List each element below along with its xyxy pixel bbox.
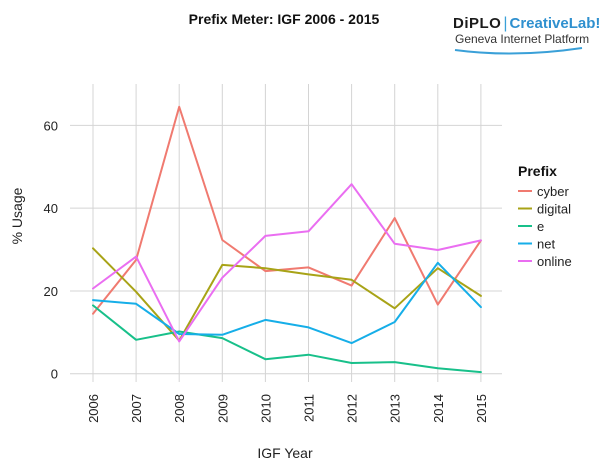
legend-label-e: e <box>537 219 544 234</box>
legend-label-digital: digital <box>537 202 571 217</box>
y-axis-label: % Usage <box>9 187 25 244</box>
logo-creativelab-text: CreativeLab! <box>510 15 600 32</box>
svg-text:DiPLO|CreativeLab!: DiPLO | CreativeLab! <box>453 15 600 32</box>
legend-label-online: online <box>537 254 572 269</box>
series-lines <box>92 105 482 374</box>
series-line-digital <box>92 247 482 342</box>
logo-swoosh <box>454 47 583 55</box>
series-line-e <box>92 304 482 374</box>
x-tick-label: 2014 <box>431 394 446 423</box>
grid <box>70 84 502 382</box>
legend-label-cyber: cyber <box>537 184 569 199</box>
logo-separator: | <box>503 15 507 32</box>
legend: Prefix cyber digital e net online <box>518 163 572 269</box>
y-tick-label: 0 <box>51 367 58 382</box>
x-tick-label: 2011 <box>302 394 317 422</box>
y-tick-label: 40 <box>44 201 58 216</box>
series-line-online <box>92 183 482 343</box>
x-axis-label: IGF Year <box>257 445 313 461</box>
x-tick-label: 2012 <box>345 394 360 423</box>
x-tick-label: 2009 <box>215 394 230 423</box>
x-tick-label: 2010 <box>258 394 273 423</box>
chart-title: Prefix Meter: IGF 2006 - 2015 <box>189 11 380 27</box>
x-tick-label: 2006 <box>86 394 101 423</box>
y-axis-ticks: 0 20 40 60 <box>44 118 58 381</box>
x-axis-ticks: 2006 2007 2008 2009 2010 2011 2012 2013 2014 2015 <box>86 394 489 423</box>
logo: DiPLO | CreativeLab! Geneva Internet Platf… <box>453 15 600 55</box>
x-tick-label: 2013 <box>388 394 403 423</box>
x-tick-label: 2007 <box>129 394 144 423</box>
y-tick-label: 60 <box>44 118 58 133</box>
logo-subtitle: Geneva Internet Platform <box>455 32 589 46</box>
legend-title: Prefix <box>518 163 557 179</box>
x-tick-label: 2015 <box>474 394 489 423</box>
series-line-net <box>92 261 482 345</box>
series-line-cyber <box>92 105 482 315</box>
logo-diplo-text: DiPLO <box>453 15 501 32</box>
x-tick-label: 2008 <box>172 394 187 423</box>
legend-label-net: net <box>537 237 555 252</box>
y-tick-label: 20 <box>44 284 58 299</box>
